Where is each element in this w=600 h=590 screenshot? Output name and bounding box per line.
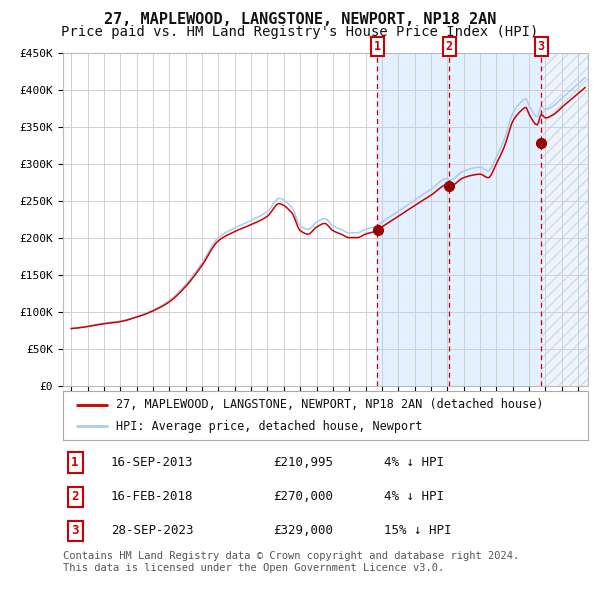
Text: 3: 3 — [538, 40, 545, 53]
Bar — [541, 53, 588, 386]
Text: 2: 2 — [71, 490, 79, 503]
Text: 4% ↓ HPI: 4% ↓ HPI — [384, 456, 444, 469]
Text: 15% ↓ HPI: 15% ↓ HPI — [384, 525, 452, 537]
Text: £270,000: £270,000 — [273, 490, 333, 503]
Text: 27, MAPLEWOOD, LANGSTONE, NEWPORT, NP18 2AN: 27, MAPLEWOOD, LANGSTONE, NEWPORT, NP18 … — [104, 12, 496, 27]
Text: 16-SEP-2013: 16-SEP-2013 — [111, 456, 193, 469]
Text: Contains HM Land Registry data © Crown copyright and database right 2024.
This d: Contains HM Land Registry data © Crown c… — [63, 551, 519, 573]
Text: £329,000: £329,000 — [273, 525, 333, 537]
Bar — [377, 53, 541, 386]
Text: Price paid vs. HM Land Registry's House Price Index (HPI): Price paid vs. HM Land Registry's House … — [61, 25, 539, 39]
Text: 1: 1 — [71, 456, 79, 469]
Text: 2: 2 — [446, 40, 453, 53]
Text: 3: 3 — [71, 525, 79, 537]
Text: £210,995: £210,995 — [273, 456, 333, 469]
Text: HPI: Average price, detached house, Newport: HPI: Average price, detached house, Newp… — [115, 419, 422, 432]
Bar — [541, 53, 588, 386]
Text: 16-FEB-2018: 16-FEB-2018 — [111, 490, 193, 503]
Text: 28-SEP-2023: 28-SEP-2023 — [111, 525, 193, 537]
Text: 4% ↓ HPI: 4% ↓ HPI — [384, 490, 444, 503]
Text: 1: 1 — [374, 40, 381, 53]
Text: 27, MAPLEWOOD, LANGSTONE, NEWPORT, NP18 2AN (detached house): 27, MAPLEWOOD, LANGSTONE, NEWPORT, NP18 … — [115, 398, 543, 411]
